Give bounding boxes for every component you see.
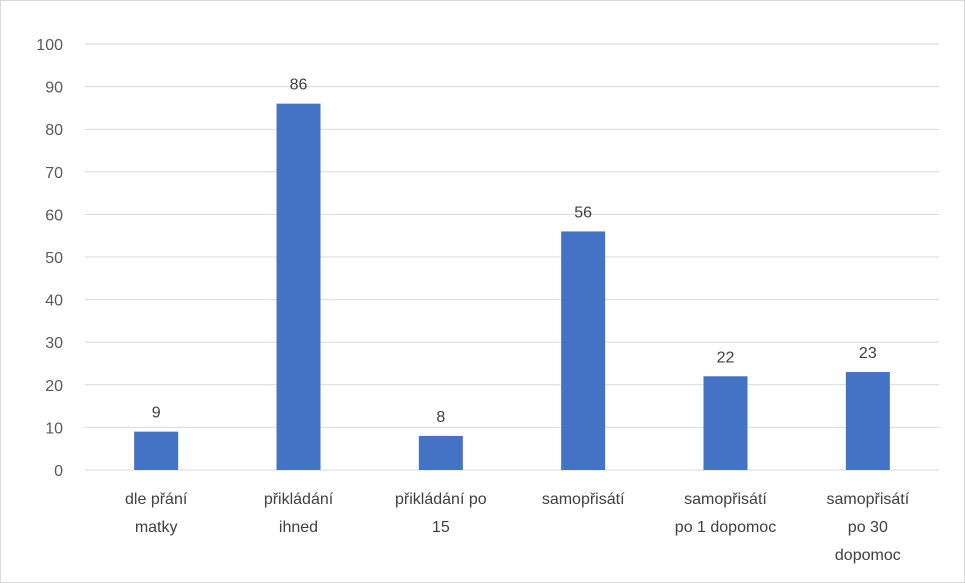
x-tick-label: ihned: [279, 519, 318, 536]
x-tick-label: samopřisátí: [826, 491, 909, 508]
y-axis-ticks: 0 10 20 30 40 50 60 70 80 90 100: [36, 37, 63, 480]
bar: [561, 231, 606, 470]
data-label: 8: [436, 409, 445, 426]
y-tick-label: 60: [45, 207, 63, 224]
bar: [703, 376, 748, 470]
y-tick-label: 100: [36, 37, 63, 54]
y-tick-label: 10: [45, 420, 63, 437]
y-tick-label: 50: [45, 250, 63, 267]
bar: [418, 435, 463, 470]
x-tick-label: dle přání: [125, 491, 188, 508]
gridlines: [85, 43, 939, 471]
x-tick-label: po 30: [848, 519, 888, 536]
x-tick-label: samopřisátí: [542, 491, 625, 508]
y-tick-label: 70: [45, 165, 63, 182]
y-tick-label: 80: [45, 122, 63, 139]
x-tick-label: matky: [135, 519, 178, 536]
x-tick-label: po 1 dopomoc: [675, 519, 776, 536]
y-tick-label: 0: [54, 463, 63, 480]
data-label: 9: [152, 405, 161, 422]
x-tick-label: přikládání po: [395, 491, 487, 508]
bar: [276, 103, 321, 470]
y-tick-label: 30: [45, 335, 63, 352]
x-tick-label: samopřisátí: [684, 491, 767, 508]
data-label: 23: [859, 345, 877, 362]
bars: [134, 103, 890, 470]
y-tick-label: 90: [45, 80, 63, 97]
x-tick-label: dopomoc: [835, 547, 901, 564]
x-tick-label: přikládání: [264, 491, 334, 508]
data-labels: 9 86 8 56 22 23: [152, 77, 877, 426]
x-tick-label: 15: [432, 519, 450, 536]
bar: [845, 372, 890, 470]
data-label: 86: [290, 77, 308, 94]
bar: [134, 431, 179, 470]
y-tick-label: 20: [45, 378, 63, 395]
x-axis-categories: dle přání matky přikládání ihned přikládání …: [125, 491, 910, 564]
data-label: 22: [717, 349, 735, 366]
y-tick-label: 40: [45, 293, 63, 310]
data-label: 56: [574, 204, 592, 221]
